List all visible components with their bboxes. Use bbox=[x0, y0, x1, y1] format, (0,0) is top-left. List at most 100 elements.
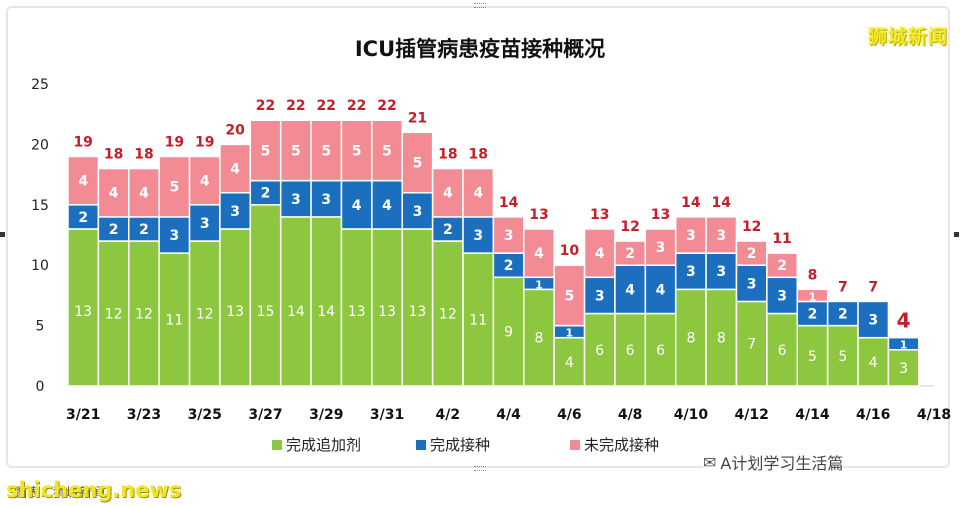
segment-value-label: 6 bbox=[656, 343, 665, 359]
total-value-label: 10 bbox=[560, 243, 580, 259]
bar-segment bbox=[188, 155, 221, 206]
bar-segment bbox=[97, 167, 130, 218]
bar-segment bbox=[310, 119, 343, 182]
segment-value-label: 3 bbox=[686, 264, 696, 280]
total-value-label: 12 bbox=[620, 219, 639, 235]
segment-value-label: 3 bbox=[321, 192, 331, 208]
wechat-icon: ✉ bbox=[703, 452, 717, 472]
bar-segment bbox=[401, 191, 434, 230]
segment-value-label: 13 bbox=[378, 304, 396, 320]
bar-segment bbox=[128, 216, 160, 242]
segment-value-label: 4 bbox=[656, 282, 666, 298]
x-tick-label: 3/25 bbox=[188, 407, 222, 423]
bar-segment bbox=[796, 288, 829, 303]
segment-value-label: 3 bbox=[747, 276, 757, 292]
bar-segment bbox=[310, 179, 343, 218]
segment-value-label: 4 bbox=[534, 246, 544, 262]
total-value-label: 19 bbox=[73, 134, 92, 150]
segment-value-label: 3 bbox=[504, 228, 514, 244]
x-tick-label: 4/8 bbox=[618, 407, 643, 423]
segment-value-label: 7 bbox=[747, 337, 756, 353]
total-value-label: 19 bbox=[195, 134, 214, 150]
segment-value-label: 3 bbox=[899, 361, 908, 377]
segment-value-label: 5 bbox=[382, 143, 392, 159]
bar-segment bbox=[766, 252, 799, 279]
segment-value-label: 5 bbox=[808, 349, 817, 365]
bar-segment bbox=[766, 276, 799, 315]
wechat-account-label: A计划学习生活篇 bbox=[720, 454, 844, 473]
segment-value-label: 13 bbox=[226, 304, 244, 320]
bar-segment bbox=[340, 228, 373, 387]
segment-value-label: 5 bbox=[261, 143, 271, 159]
resize-grip-bottom[interactable] bbox=[474, 466, 486, 471]
bar-segment bbox=[492, 276, 525, 387]
segment-value-label: 2 bbox=[139, 222, 149, 238]
y-tick-label: 10 bbox=[31, 258, 49, 274]
y-tick-label: 20 bbox=[31, 137, 49, 153]
segment-value-label: 15 bbox=[257, 304, 275, 320]
bar-segment bbox=[644, 228, 677, 266]
total-value-label: 14 bbox=[499, 195, 519, 211]
total-value-label: 13 bbox=[590, 207, 609, 223]
total-value-label: 18 bbox=[134, 147, 153, 163]
bar-segment bbox=[462, 216, 495, 254]
bar-segment bbox=[249, 204, 282, 387]
segment-value-label: 9 bbox=[504, 325, 513, 341]
chart-title: ICU插管病患疫苗接种概况 bbox=[355, 37, 605, 61]
segment-value-label: 8 bbox=[717, 331, 726, 347]
bar-segment bbox=[128, 167, 160, 218]
bar-segment bbox=[67, 228, 100, 387]
selection-handle-left[interactable] bbox=[0, 232, 5, 237]
segment-value-label: 5 bbox=[321, 143, 331, 159]
segment-value-label: 4 bbox=[230, 162, 240, 178]
total-value-label: 20 bbox=[225, 122, 245, 138]
x-tick-label: 3/29 bbox=[309, 407, 343, 423]
segment-value-label: 14 bbox=[317, 304, 335, 320]
y-tick-label: 0 bbox=[36, 379, 45, 395]
segment-value-label: 8 bbox=[686, 331, 695, 347]
bar-segment bbox=[462, 167, 495, 218]
bar-segment bbox=[857, 300, 890, 339]
segment-value-label: 4 bbox=[625, 282, 635, 298]
site-watermark: shicheng.news bbox=[6, 478, 182, 502]
segment-value-label: 3 bbox=[595, 288, 605, 304]
segment-value-label: 12 bbox=[135, 307, 153, 323]
segment-value-label: 3 bbox=[656, 240, 666, 256]
segment-value-label: 11 bbox=[165, 313, 183, 329]
x-tick-label: 4/2 bbox=[436, 407, 461, 423]
segment-value-label: 4 bbox=[473, 186, 483, 202]
segment-value-label: 1 bbox=[900, 339, 908, 352]
segment-value-label: 3 bbox=[716, 264, 726, 280]
segment-value-label: 3 bbox=[230, 204, 240, 220]
total-value-label: 14 bbox=[681, 195, 701, 211]
bar-segment bbox=[279, 119, 312, 182]
segment-value-label: 14 bbox=[287, 304, 305, 320]
x-tick-label: 4/16 bbox=[856, 407, 890, 423]
total-value-label: 22 bbox=[286, 98, 305, 114]
selection-handle-right[interactable] bbox=[954, 232, 959, 237]
resize-grip-top[interactable] bbox=[474, 3, 486, 8]
x-tick-label: 4/14 bbox=[795, 407, 830, 423]
bar-segment bbox=[371, 119, 403, 182]
segment-value-label: 2 bbox=[443, 222, 453, 238]
segment-value-label: 6 bbox=[595, 343, 604, 359]
bar-segment bbox=[128, 240, 160, 387]
bar-segment bbox=[614, 312, 647, 387]
segment-value-label: 4 bbox=[200, 174, 210, 190]
bar-segment bbox=[644, 264, 677, 315]
segment-value-label: 3 bbox=[716, 228, 726, 244]
bar-segment bbox=[735, 240, 768, 266]
total-value-label: 18 bbox=[468, 147, 487, 163]
segment-value-label: 5 bbox=[291, 143, 301, 159]
bars-group: 1324191224181224181135191234191334201525… bbox=[67, 98, 920, 387]
bar-segment bbox=[887, 336, 920, 351]
segment-value-label: 5 bbox=[169, 180, 179, 196]
bar-segment bbox=[188, 204, 221, 242]
segment-value-label: 5 bbox=[564, 288, 574, 304]
segment-value-label: 2 bbox=[625, 246, 635, 262]
segment-value-label: 4 bbox=[352, 198, 362, 214]
segment-value-label: 5 bbox=[838, 349, 847, 365]
x-tick-label: 3/21 bbox=[66, 407, 100, 423]
total-value-label: 21 bbox=[408, 110, 427, 126]
wechat-account[interactable]: ✉ A计划学习生活篇 bbox=[703, 450, 844, 474]
